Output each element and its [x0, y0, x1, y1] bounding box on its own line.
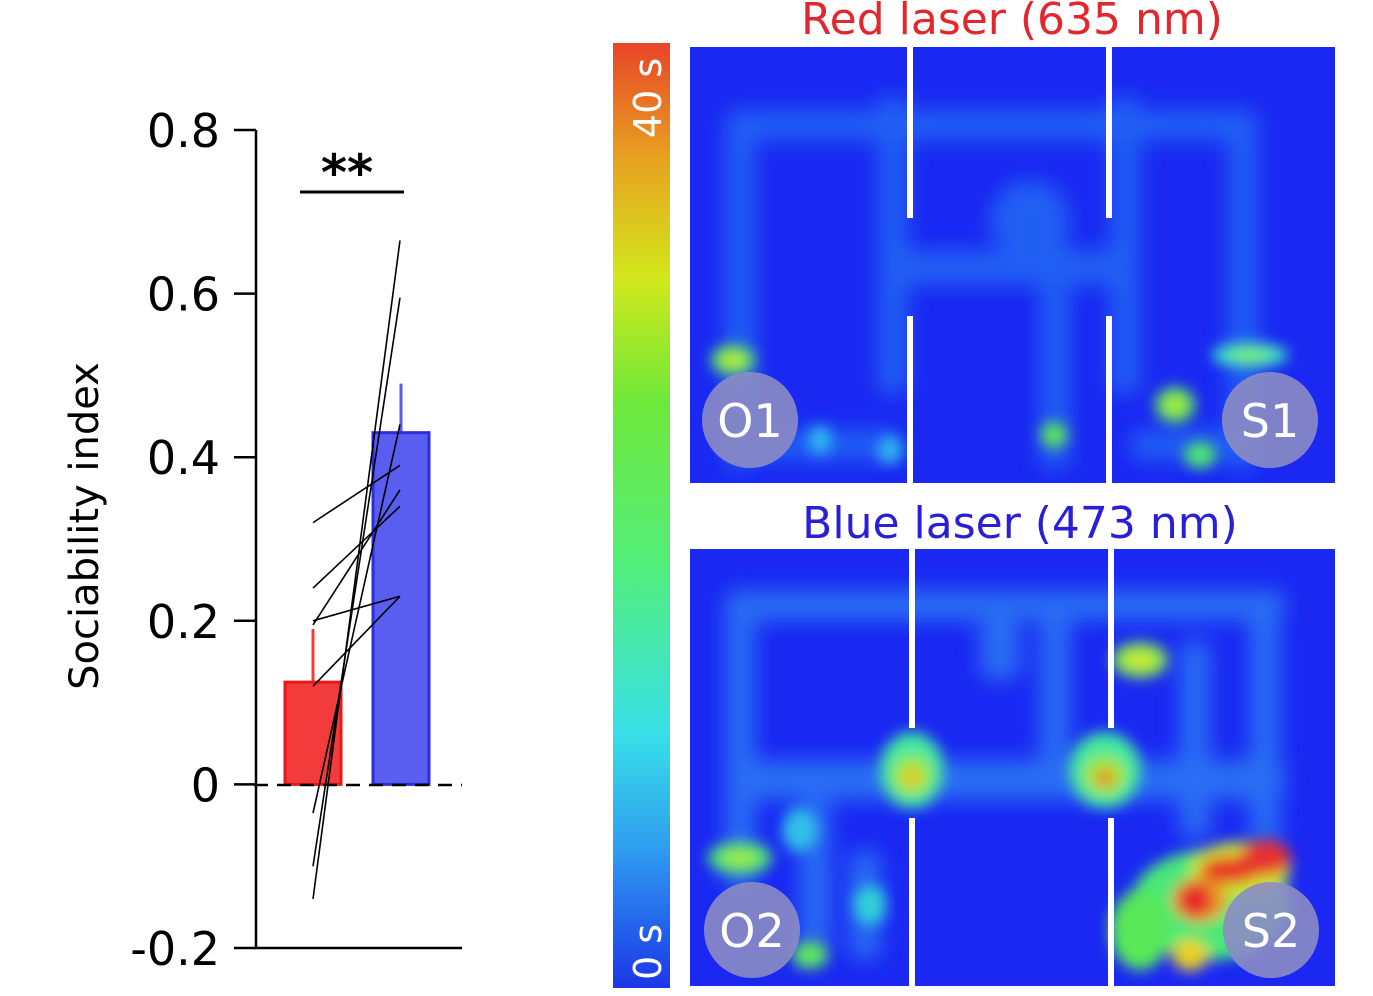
y-axis-label: Sociability index: [62, 362, 108, 690]
y-axis-ticks: 0.8 0.6 0.4 0.2 0 -0.2: [130, 104, 256, 976]
stranger-marker-label: S2: [1242, 904, 1300, 958]
paired-line: [312, 464, 401, 524]
heatmap-hotspots: [711, 343, 1288, 468]
colorbar: 40 s 0 s: [613, 43, 670, 988]
object-marker-label: O1: [717, 394, 782, 448]
bar-chart: Sociability index 0.8 0.6 0.4 0.2 0 -0.2 **: [62, 104, 462, 976]
y-tick-label: 0.2: [147, 595, 220, 649]
paired-line: [312, 505, 401, 589]
paired-line: [312, 489, 401, 626]
paired-line: [312, 595, 401, 687]
y-tick-label: 0.4: [147, 431, 220, 485]
object-marker-badge: [702, 372, 798, 468]
heatmap-trace-faint: [725, 590, 1285, 960]
stranger-marker-label: S1: [1241, 394, 1299, 448]
heatmap-blue-laser: O2 S2: [690, 549, 1335, 986]
bars: [283, 383, 431, 786]
y-tick-label: -0.2: [130, 922, 220, 976]
stranger-marker-badge: [1222, 372, 1318, 468]
stranger-marker-badge: [1223, 882, 1319, 978]
object-marker-label: O2: [719, 904, 784, 958]
y-tick-label: 0: [191, 758, 220, 812]
heatmap-title-blue: Blue laser (473 nm): [802, 498, 1238, 549]
paired-lines: [312, 240, 401, 900]
heatmap-title-red: Red laser (635 nm): [801, 0, 1223, 45]
significance-marker: **: [321, 144, 373, 202]
paired-line: [312, 240, 401, 900]
colorbar-bottom-label: 0 s: [626, 924, 670, 980]
y-tick-label: 0.6: [147, 268, 220, 322]
paired-line: [312, 424, 401, 814]
heatmap-hotspots: [708, 642, 1291, 971]
y-tick-label: 0.8: [147, 104, 220, 158]
paired-line: [312, 595, 401, 622]
heatmap-red-laser: O1 S1: [690, 47, 1335, 483]
bar-blue-laser: [371, 431, 431, 786]
colorbar-top-label: 40 s: [626, 58, 670, 138]
colorbar-gradient-rect: [613, 43, 670, 988]
paired-line: [312, 297, 401, 867]
object-marker-badge: [704, 882, 800, 978]
